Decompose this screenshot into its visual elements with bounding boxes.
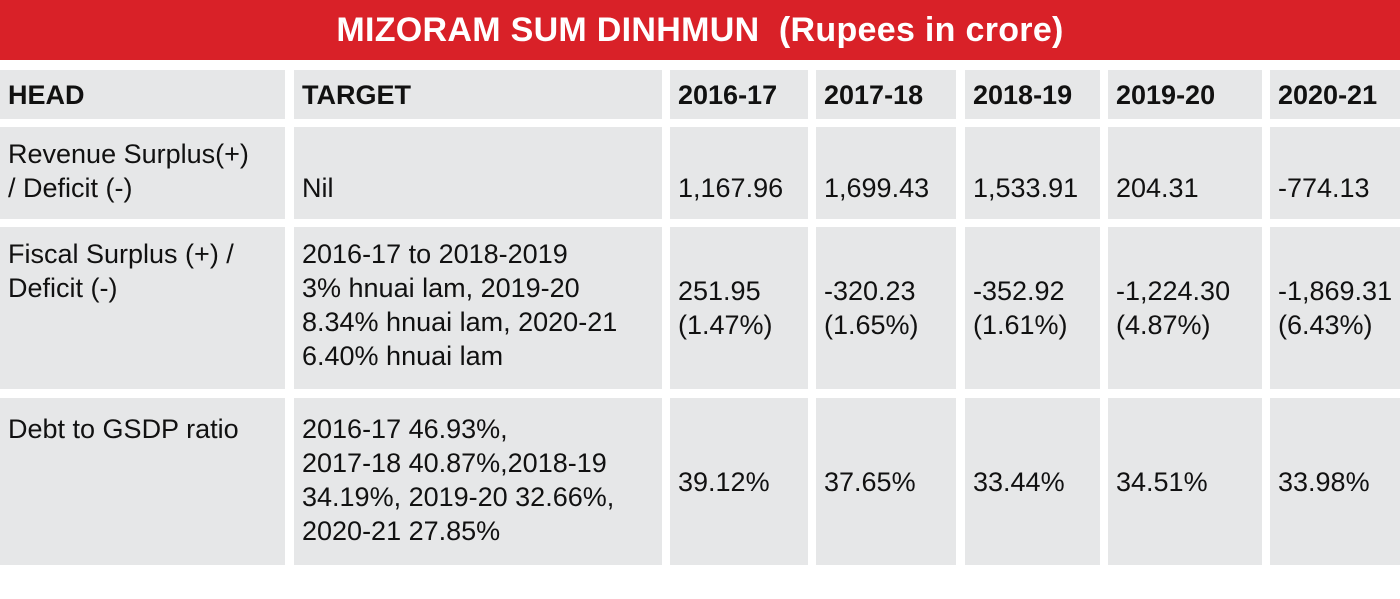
- row-debt-value: 34.51%: [1108, 398, 1262, 565]
- row-fiscal-value: -1,869.31 (6.43%): [1270, 227, 1400, 389]
- row-fiscal-head: Fiscal Surplus (+) / Deficit (-): [0, 227, 285, 389]
- row-debt-value: 33.44%: [965, 398, 1100, 565]
- row-revenue-value: 1,167.96: [670, 127, 808, 219]
- row-debt-value: 33.98%: [1270, 398, 1400, 565]
- row-revenue-value: 1,699.43: [816, 127, 956, 219]
- row-revenue-value: 1,533.91: [965, 127, 1100, 219]
- row-revenue-value: 204.31: [1108, 127, 1262, 219]
- row-fiscal-value: -1,224.30 (4.87%): [1108, 227, 1262, 389]
- row-debt-head: Debt to GSDP ratio: [0, 398, 285, 565]
- row-revenue-head: Revenue Surplus(+) / Deficit (-): [0, 127, 285, 219]
- row-revenue-target: Nil: [294, 127, 662, 219]
- header-head: HEAD: [0, 70, 285, 119]
- row-fiscal-value: -352.92 (1.61%): [965, 227, 1100, 389]
- row-fiscal-value: -320.23 (1.65%): [816, 227, 956, 389]
- header-year-2018-19: 2018-19: [965, 70, 1100, 119]
- row-revenue-value: -774.13: [1270, 127, 1400, 219]
- row-fiscal-target: 2016-17 to 2018-2019 3% hnuai lam, 2019-…: [294, 227, 662, 389]
- row-debt-target: 2016-17 46.93%, 2017-18 40.87%,2018-19 3…: [294, 398, 662, 565]
- table-title: MIZORAM SUM DINHMUN (Rupees in crore): [0, 0, 1400, 60]
- header-target: TARGET: [294, 70, 662, 119]
- header-year-2020-21: 2020-21: [1270, 70, 1400, 119]
- header-year-2019-20: 2019-20: [1108, 70, 1262, 119]
- header-year-2016-17: 2016-17: [670, 70, 808, 119]
- row-fiscal-value: 251.95 (1.47%): [670, 227, 808, 389]
- row-debt-value: 37.65%: [816, 398, 956, 565]
- header-year-2017-18: 2017-18: [816, 70, 956, 119]
- row-debt-value: 39.12%: [670, 398, 808, 565]
